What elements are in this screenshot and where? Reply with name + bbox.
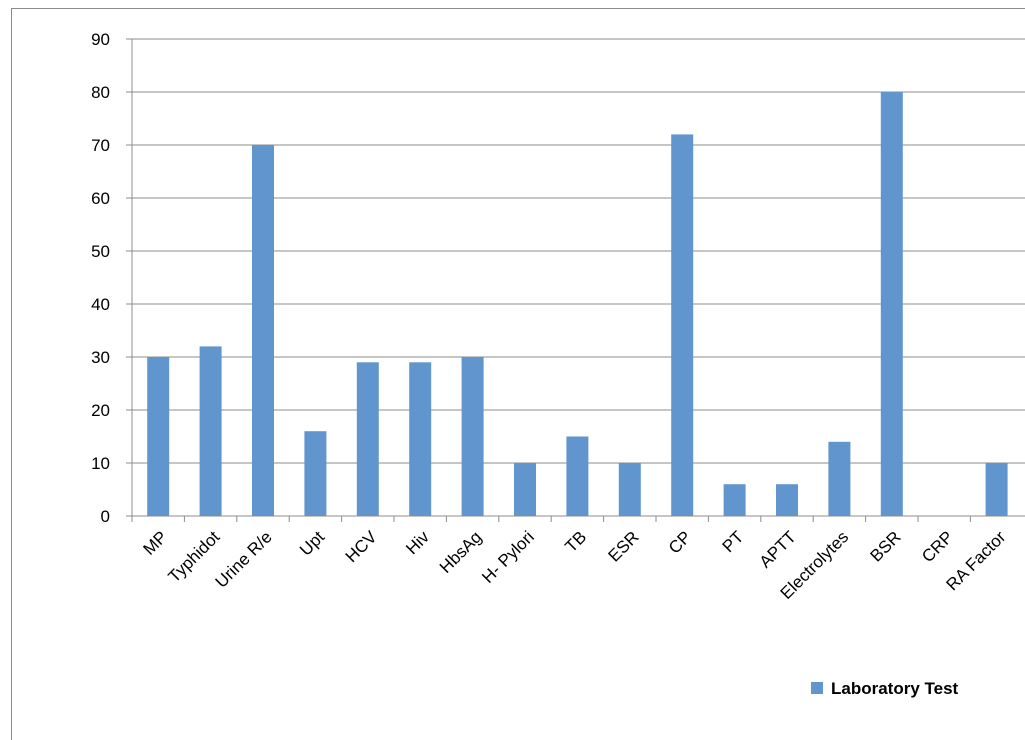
x-tick-label: CP xyxy=(665,527,695,557)
x-tick-label: HbsAg xyxy=(436,527,486,577)
x-tick-label: APTT xyxy=(756,527,800,571)
bar xyxy=(409,362,432,516)
bar xyxy=(304,431,327,516)
bar xyxy=(776,484,798,516)
bar xyxy=(514,463,536,516)
bar xyxy=(828,441,851,516)
y-tick-label: 70 xyxy=(91,136,110,155)
bar xyxy=(671,134,694,516)
chart-area xyxy=(11,8,1025,740)
y-tick-label: 50 xyxy=(91,242,110,261)
x-tick-label: HCV xyxy=(342,527,381,566)
x-tick-label: MP xyxy=(140,527,171,558)
bar xyxy=(618,463,641,516)
x-tick-label: Upt xyxy=(296,527,328,559)
x-tick-label: PT xyxy=(719,527,748,556)
x-tick-label: ESR xyxy=(604,527,642,565)
y-tick-label: 60 xyxy=(91,189,110,208)
x-tick-label: H- Pylori xyxy=(478,527,538,587)
y-tick-label: 40 xyxy=(91,295,110,314)
axes xyxy=(126,38,1025,522)
bar xyxy=(252,145,274,516)
legend: Laboratory Test xyxy=(811,679,959,698)
bar xyxy=(880,92,903,516)
bar xyxy=(723,484,746,516)
bars xyxy=(147,92,1008,516)
x-tick-label: Urine R/e xyxy=(212,527,276,591)
x-tick-label: TB xyxy=(561,527,590,556)
bar xyxy=(461,357,484,516)
gridlines xyxy=(132,38,1025,464)
x-tick-label: Hiv xyxy=(402,527,433,558)
x-tick-label: BSR xyxy=(866,527,904,565)
y-tick-label: 10 xyxy=(91,454,110,473)
y-tick-label: 20 xyxy=(91,401,110,420)
legend-label: Laboratory Test xyxy=(831,679,959,698)
x-tick-label: CRP xyxy=(918,527,957,566)
bar xyxy=(147,357,170,516)
y-tick-label: 80 xyxy=(91,83,110,102)
y-tick-label: 90 xyxy=(91,30,110,49)
y-tick-label: 0 xyxy=(101,507,110,526)
legend-swatch xyxy=(811,682,823,694)
y-tick-label: 30 xyxy=(91,348,110,367)
bar xyxy=(566,436,589,516)
bar xyxy=(199,346,222,516)
y-axis-ticks: 0 10 20 30 40 50 60 70 80 90 xyxy=(91,30,110,526)
bar xyxy=(985,463,1008,516)
bar xyxy=(356,362,379,516)
